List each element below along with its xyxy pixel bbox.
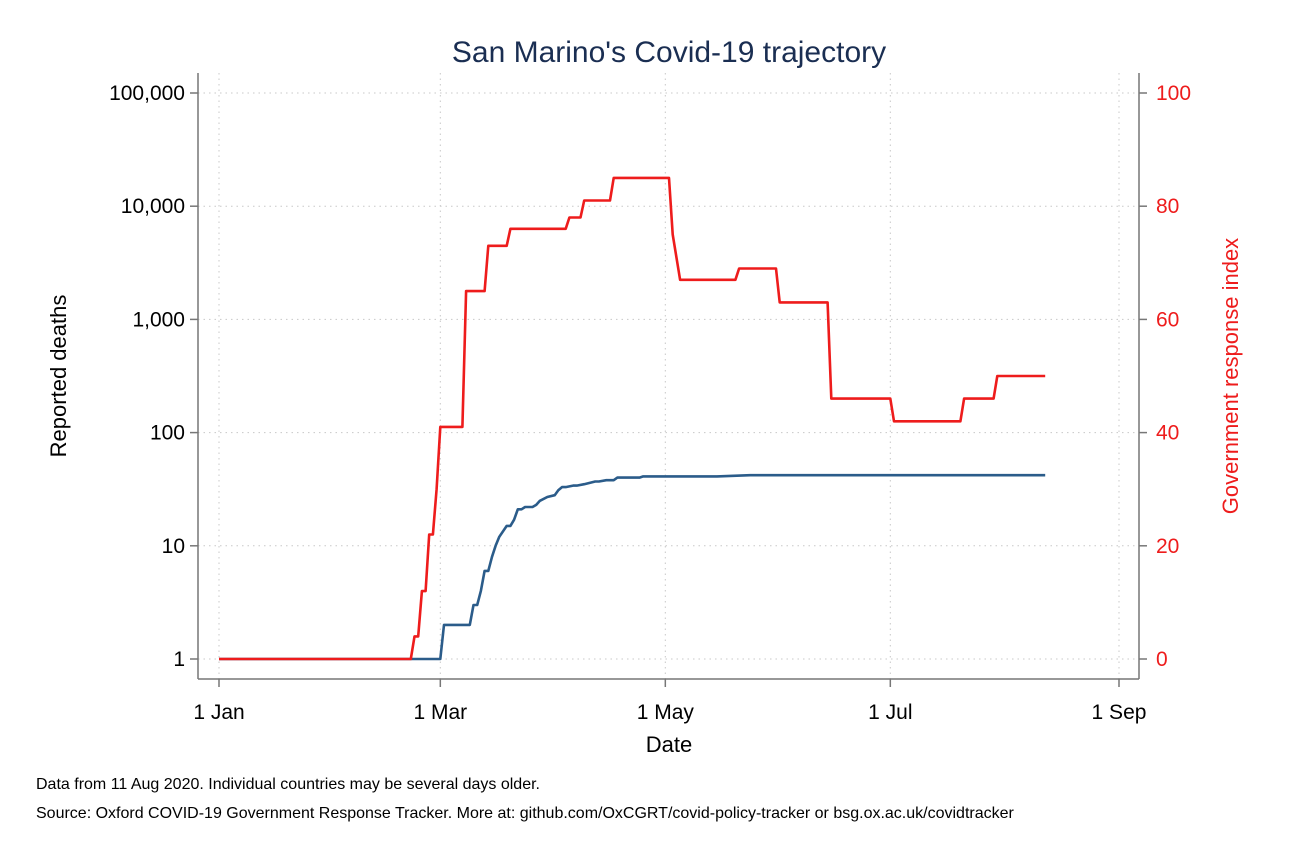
y-right-tick-label: 20 <box>1156 535 1179 558</box>
chart-title: San Marino's Covid-19 trajectory <box>452 36 886 69</box>
y-right-tick-label: 80 <box>1156 195 1179 218</box>
y-right-tick-label: 0 <box>1156 648 1168 671</box>
y-left-tick-label: 100 <box>150 422 185 445</box>
y-left-tick-label: 1 <box>173 648 185 671</box>
y-left-tick-label: 1,000 <box>132 308 185 331</box>
y-left-tick-label: 10,000 <box>121 195 185 218</box>
x-tick-label: 1 May <box>637 701 695 724</box>
y-axis-label-right: Government response index <box>1218 238 1243 514</box>
x-tick-label: 1 Jan <box>193 701 244 724</box>
x-tick-label: 1 Sep <box>1092 701 1147 724</box>
y-right-tick-label: 60 <box>1156 308 1179 331</box>
y-left-tick-label: 10 <box>162 535 185 558</box>
y-right-tick-label: 100 <box>1156 82 1191 105</box>
gridlines <box>198 73 1139 679</box>
x-axis-label: Date <box>646 732 692 757</box>
y-left-tick-label: 100,000 <box>109 82 185 105</box>
x-tick-label: 1 Jul <box>868 701 912 724</box>
x-tick-label: 1 Mar <box>413 701 467 724</box>
footnote-source: Source: Oxford COVID-19 Government Respo… <box>36 805 1014 822</box>
series-lines <box>219 176 1046 661</box>
y-right-tick-label: 40 <box>1156 422 1179 445</box>
deaths-series-line <box>219 473 1046 661</box>
response-index-series-line <box>219 176 1046 661</box>
y-axis-label-left: Reported deaths <box>46 295 71 458</box>
footnote-data-date: Data from 11 Aug 2020. Individual countr… <box>36 776 540 793</box>
axes: 1 10 100 1,000 10,000 100,000 0 20 40 60 80 100 1 Ja… <box>109 73 1191 724</box>
